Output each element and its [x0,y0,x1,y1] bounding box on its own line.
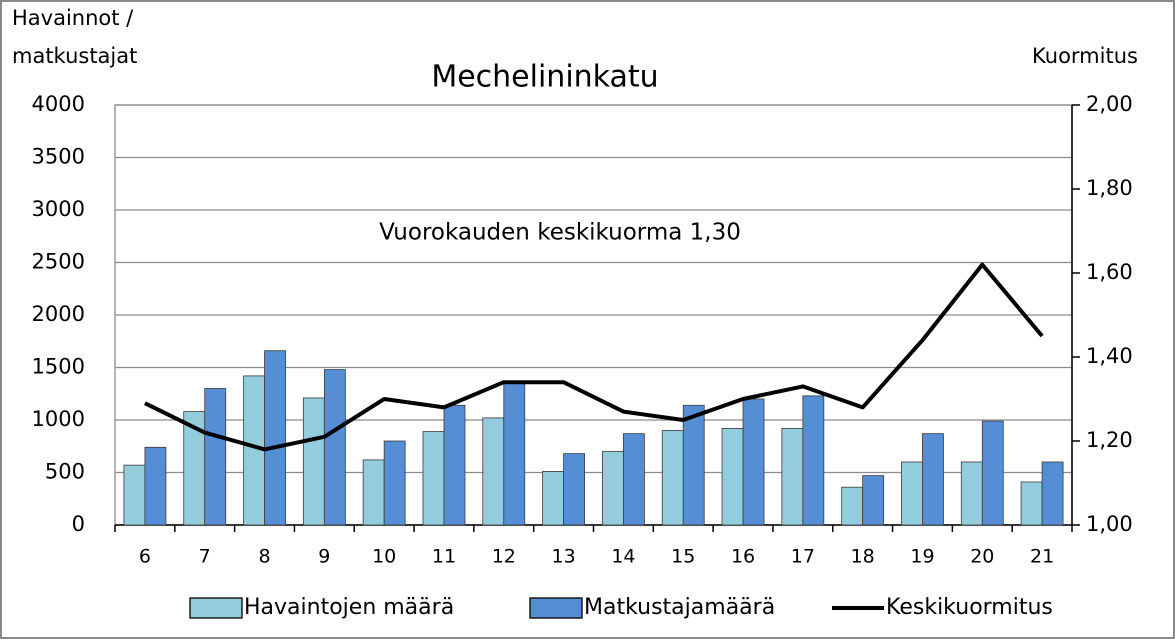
bar [781,427,804,526]
y-tick-label: 3500 [32,145,85,169]
bar [123,464,146,526]
bar [482,417,505,526]
bar [264,350,286,526]
y-tick-label: 1000 [32,407,85,431]
x-tick-label: 16 [731,546,755,568]
x-tick-label: 20 [970,546,994,568]
y2-axis-label: Kuormitus [1032,44,1138,68]
bar [422,431,445,526]
x-tick-label: 11 [432,546,456,568]
y2-tick-label: 1,80 [1086,176,1133,200]
y-tick-label: 2500 [32,250,85,274]
x-tick-label: 7 [199,546,211,568]
chart-title: Mechelininkatu [431,60,658,95]
x-tick-label: 9 [318,546,330,568]
bar [922,433,944,526]
y-tick-label: 1500 [32,355,85,379]
x-tick-label: 15 [671,546,695,568]
bar [362,459,385,526]
x-tick-label: 14 [611,546,635,568]
bar [682,404,705,526]
bar [742,398,765,526]
y-tick-label: 0 [72,512,85,536]
legend-label: Keskikuormitus [886,595,1053,620]
y-tick-label: 3000 [32,197,85,221]
x-tick-label: 17 [791,546,815,568]
y-tick-label: 4000 [32,92,85,116]
bar [1020,481,1043,526]
y-tick-label: 2000 [32,302,85,326]
legend-swatch [189,597,243,619]
x-tick-label: 6 [139,546,151,568]
legend-label: Matkustajamäärä [584,595,775,620]
line-series [144,262,1044,452]
x-tick-label: 19 [910,546,934,568]
bar [563,453,585,526]
y-axis-label: matkustajat [12,44,137,68]
x-tick-label: 8 [258,546,270,568]
bar [503,381,526,526]
bar [661,430,684,526]
bar [443,404,466,526]
x-tick-label: 21 [1030,546,1054,568]
legend-label: Havaintojen määrä [244,595,454,620]
x-tick-label: 18 [851,546,875,568]
y2-tick-label: 1,60 [1086,260,1133,284]
bar [721,427,744,526]
x-tick-label: 12 [492,546,516,568]
legend-swatch [529,597,583,619]
bar [862,475,885,526]
bar [901,461,923,526]
bar [602,451,624,526]
bar [981,420,1004,526]
bar [204,388,227,526]
y2-tick-label: 1,40 [1086,344,1133,368]
x-tick-label: 13 [552,546,576,568]
bar [144,446,167,526]
y2-tick-label: 2,00 [1086,92,1133,116]
bar [841,486,864,526]
bar [323,369,346,526]
y2-tick-label: 1,00 [1086,512,1133,536]
bar [302,397,325,526]
bar [802,395,825,526]
bar [1041,461,1064,526]
bar [623,433,645,526]
y-axis-label: Havainnot / [12,6,134,30]
bar [383,440,406,526]
annotation: Vuorokauden keskikuorma 1,30 [379,220,741,246]
bar [542,471,564,526]
x-tick-label: 10 [372,546,396,568]
bar [960,461,983,526]
y-tick-label: 500 [45,460,85,484]
y2-tick-label: 1,20 [1086,428,1133,452]
